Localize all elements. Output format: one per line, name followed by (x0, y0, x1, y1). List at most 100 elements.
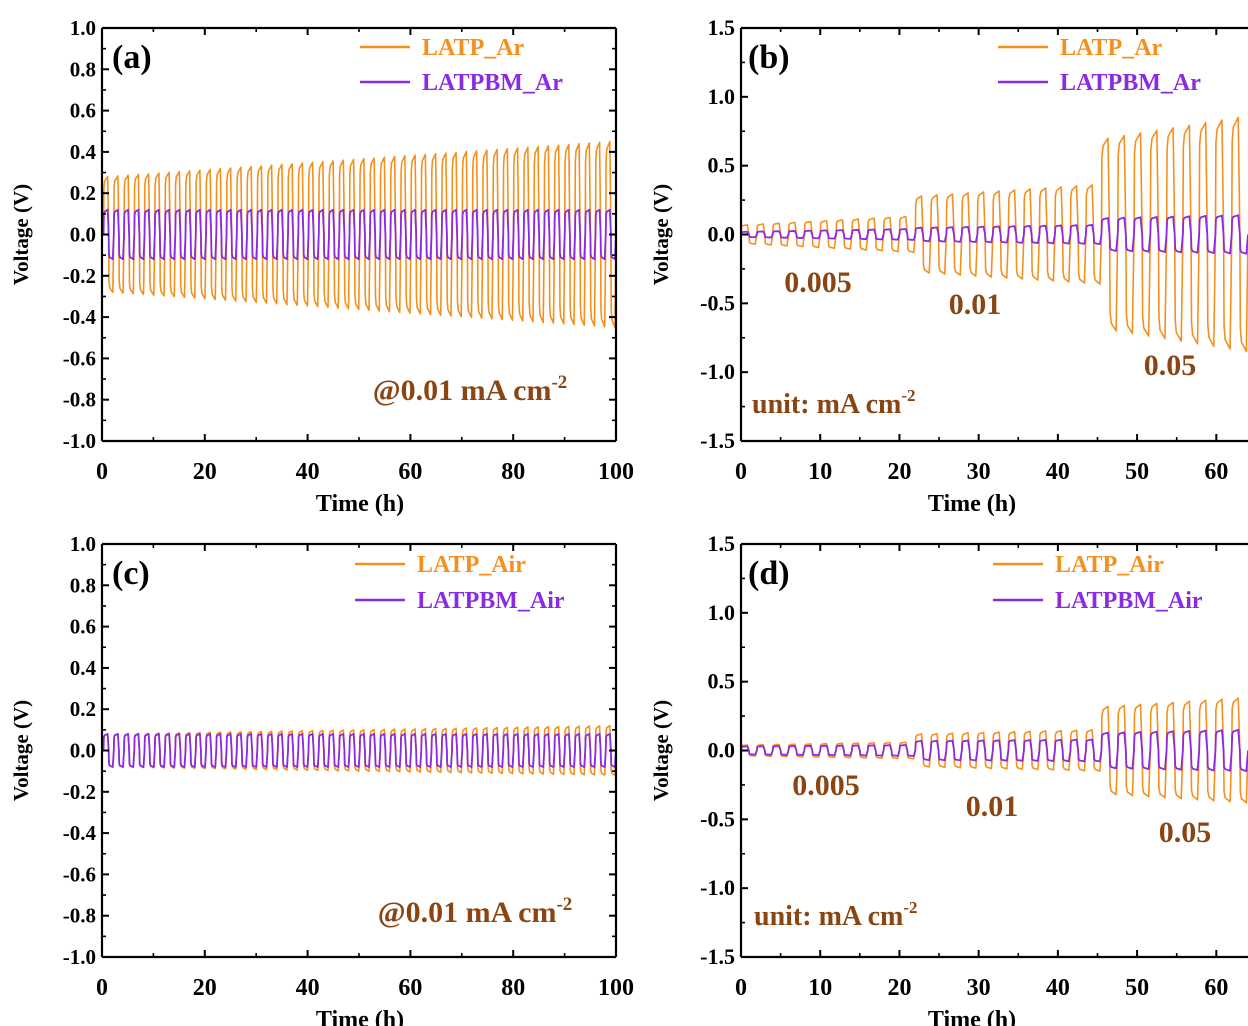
x-tick-label: 40 (1046, 975, 1070, 1001)
y-tick-label: 1.0 (708, 84, 736, 109)
y-tick-label: -1.5 (700, 428, 735, 453)
x-axis-label: Time (h) (928, 1007, 1016, 1026)
y-tick-label: 0.5 (708, 669, 736, 694)
annotation-label: @0.01 mA cm-2 (378, 894, 573, 929)
y-axis-label: Voltage (V) (649, 184, 673, 285)
y-tick-label: 0.4 (70, 140, 97, 164)
x-tick-label: 40 (296, 459, 320, 485)
y-tick-label: 0.0 (70, 739, 96, 763)
x-tick-label: 0 (96, 975, 108, 1001)
x-tick-label: 20 (887, 975, 911, 1001)
y-tick-label: 0.8 (70, 573, 96, 597)
y-tick-label: -1.5 (700, 944, 735, 969)
x-axis-label: Time (h) (316, 1007, 404, 1026)
annotation-label: 0.05 (1144, 349, 1197, 382)
x-tick-label: 40 (296, 975, 320, 1001)
y-tick-label: 1.0 (70, 532, 96, 556)
annotation-label: 0.01 (966, 790, 1019, 823)
y-tick-label: -0.5 (700, 290, 735, 315)
y-tick-label: -0.2 (63, 264, 96, 288)
legend-label: LATPBM_Air (417, 588, 565, 614)
x-tick-label: 100 (598, 975, 634, 1001)
y-tick-label: 0.4 (70, 656, 97, 680)
x-tick-label: 20 (193, 975, 217, 1001)
legend-label: LATPBM_Ar (422, 70, 563, 96)
y-tick-label: 0.2 (70, 181, 96, 205)
annotation-label: 0.005 (792, 769, 860, 802)
legend: LATP_Ar LATPBM_Ar (360, 35, 563, 96)
legend: LATP_Air LATPBM_Air (355, 552, 565, 614)
x-tick-label: 50 (1125, 975, 1149, 1001)
y-tick-label: 0.0 (708, 222, 736, 247)
x-tick-label: 100 (598, 459, 634, 485)
y-tick-label: 1.0 (708, 600, 736, 625)
legend-label: LATP_Ar (1060, 35, 1163, 61)
x-tick-label: 20 (887, 459, 911, 485)
x-tick-label: 80 (501, 975, 525, 1001)
x-tick-label: 60 (1204, 975, 1228, 1001)
x-tick-label: 30 (967, 975, 991, 1001)
y-tick-label: -0.6 (63, 346, 96, 370)
x-tick-label: 30 (967, 459, 991, 485)
panel-label: (b) (748, 39, 790, 76)
series-line-latpbm-ar (741, 214, 1248, 255)
legend: LATP_Ar LATPBM_Ar (998, 35, 1201, 96)
series-line-latpbm-air (102, 733, 616, 768)
y-tick-label: -1.0 (700, 359, 735, 384)
y-axis-label: Voltage (V) (9, 184, 33, 285)
y-tick-label: -0.4 (63, 305, 97, 329)
legend-label: LATPBM_Ar (1060, 70, 1201, 96)
y-tick-label: -1.0 (63, 429, 96, 453)
y-tick-label: -0.5 (700, 806, 735, 831)
x-tick-label: 60 (1204, 459, 1228, 485)
legend-label: LATPBM_Air (1055, 588, 1203, 614)
panel-a: 1.0 0.8 0.6 0.4 0.2 0.0 -0.2 -0.4 -0.6 -0.8 -1.00 2… (9, 16, 634, 517)
x-tick-label: 0 (96, 459, 108, 485)
y-axis-label: Voltage (V) (9, 700, 33, 801)
x-tick-label: 40 (1046, 459, 1070, 485)
annotation-label: unit: mA cm-2 (752, 386, 916, 420)
legend-label: LATP_Air (417, 552, 526, 578)
x-tick-label: 60 (398, 975, 422, 1001)
annotation-label: 0.005 (784, 266, 852, 299)
annotation-label: @0.01 mA cm-2 (373, 372, 568, 407)
x-tick-label: 80 (501, 459, 525, 485)
series-line-latpbm-air (741, 728, 1248, 773)
y-tick-label: 1.5 (708, 15, 736, 40)
annotation-label: 0.05 (1159, 816, 1212, 849)
y-tick-label: -1.0 (63, 945, 96, 969)
y-tick-label: 0.0 (708, 738, 736, 763)
panel-label: (d) (748, 555, 790, 592)
legend-label: LATP_Ar (422, 35, 525, 61)
series-line-latpbm-ar (102, 208, 616, 261)
y-tick-label: -1.0 (700, 875, 735, 900)
x-axis-label: Time (h) (928, 491, 1016, 517)
x-tick-label: 0 (735, 975, 747, 1001)
y-tick-label: 0.6 (70, 615, 96, 639)
y-tick-label: 0.2 (70, 697, 96, 721)
y-tick-label: 1.0 (70, 16, 96, 40)
x-tick-label: 10 (808, 975, 832, 1001)
annotation-label: unit: mA cm-2 (754, 898, 918, 932)
y-tick-label: -0.6 (63, 862, 96, 886)
x-tick-label: 10 (808, 459, 832, 485)
x-tick-label: 60 (398, 459, 422, 485)
y-tick-label: 0.6 (70, 99, 96, 123)
panel-b: 1.5 1.0 0.5 0.0 -0.5 -1.0 -1.50 10 20 30 40 50 60 Tim… (649, 15, 1248, 517)
x-tick-label: 50 (1125, 459, 1149, 485)
y-tick-label: -0.8 (63, 388, 96, 412)
annotation-label: 0.01 (949, 288, 1002, 321)
x-axis-label: Time (h) (316, 491, 404, 517)
y-tick-label: 0.8 (70, 57, 96, 81)
y-tick-label: 0.5 (708, 153, 736, 178)
panel-label: (a) (112, 39, 152, 76)
legend-label: LATP_Air (1055, 552, 1164, 578)
panel-c: 1.0 0.8 0.6 0.4 0.2 0.0 -0.2 -0.4 -0.6 -0.8 -1.00 2… (9, 532, 634, 1026)
y-axis-label: Voltage (V) (649, 700, 673, 801)
y-tick-label: 1.5 (708, 531, 736, 556)
legend: LATP_Air LATPBM_Air (993, 552, 1203, 614)
x-tick-label: 0 (735, 459, 747, 485)
y-tick-label: -0.4 (63, 821, 97, 845)
y-tick-label: -0.2 (63, 780, 96, 804)
